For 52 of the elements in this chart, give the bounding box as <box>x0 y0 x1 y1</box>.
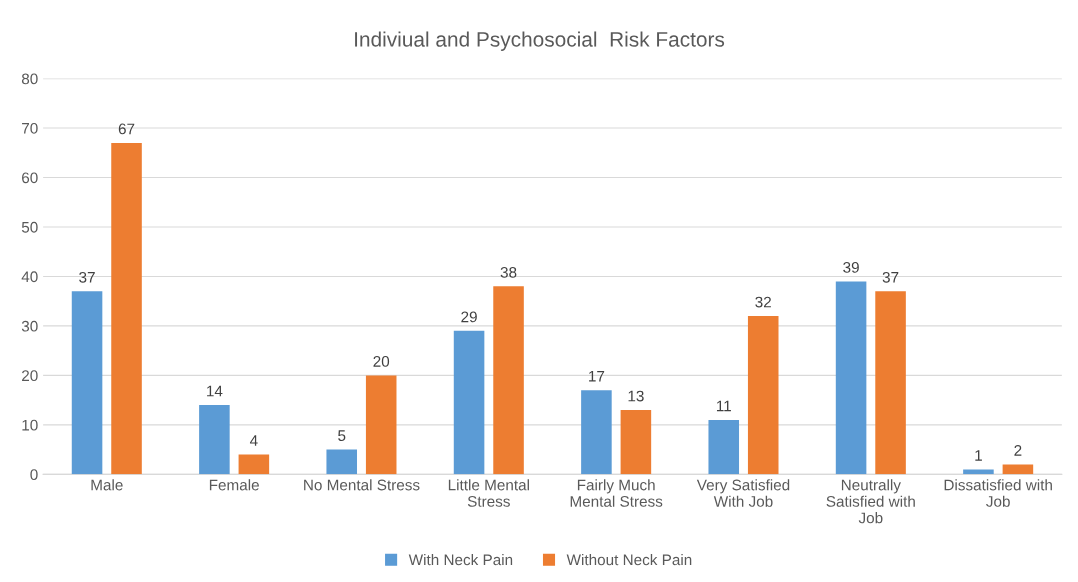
y-tick-label: 70 <box>22 122 38 134</box>
bar <box>493 286 524 475</box>
y-tick-label: 10 <box>22 419 38 431</box>
data-label: 20 <box>373 356 390 367</box>
legend-label: Without Neck Pain <box>566 554 692 566</box>
y-tick-label: 60 <box>22 172 38 184</box>
bar <box>111 142 142 475</box>
bar <box>365 375 397 475</box>
data-label: 14 <box>207 385 223 397</box>
data-label: 39 <box>843 262 859 273</box>
data-label: 37 <box>79 271 95 283</box>
bar <box>963 469 994 475</box>
data-label: 17 <box>589 370 605 382</box>
bar <box>71 291 103 475</box>
data-label: 1 <box>975 450 982 461</box>
data-label: 4 <box>249 435 258 446</box>
data-label: 67 <box>118 123 135 135</box>
bar <box>199 405 230 475</box>
data-label: 2 <box>1014 445 1022 456</box>
data-label: 37 <box>882 271 899 283</box>
x-tick-label: Female <box>209 479 259 491</box>
bar <box>835 281 867 475</box>
bar <box>708 419 740 475</box>
x-tick-label: Neutrally Satisfied with Job <box>826 479 915 524</box>
data-label: 32 <box>755 296 771 308</box>
chart-title: Indiviual and Psychosocial Risk Factors <box>355 31 725 51</box>
y-tick-label: 20 <box>22 370 38 382</box>
y-tick-label: 40 <box>21 271 38 283</box>
y-tick-label: 0 <box>30 469 38 481</box>
x-tick-label: Little Mental Stress <box>448 479 529 507</box>
bar <box>238 454 270 475</box>
legend-label: With Neck Pain <box>408 554 513 566</box>
x-tick-label: No Mental Stress <box>304 479 420 491</box>
bar <box>747 316 779 475</box>
data-label: 38 <box>500 266 517 278</box>
x-tick-label: Male <box>91 479 123 491</box>
data-label: 13 <box>628 390 644 402</box>
data-label: 5 <box>338 430 346 442</box>
bar <box>875 291 906 475</box>
x-tick-label: Fairly Much Mental Stress <box>570 479 663 507</box>
y-tick-label: 50 <box>21 221 38 233</box>
x-tick-label: Very Satisfied With Job <box>696 479 790 507</box>
y-tick-label: 30 <box>21 320 38 332</box>
data-label: 11 <box>716 400 731 412</box>
bar <box>581 390 612 475</box>
bar <box>453 330 485 475</box>
bar <box>620 410 652 475</box>
bar <box>326 449 358 475</box>
data-label: 29 <box>461 311 477 323</box>
x-tick-label: Dissatisfied with Job <box>944 479 1052 507</box>
bar <box>1002 464 1034 475</box>
y-tick-label: 80 <box>21 73 38 85</box>
